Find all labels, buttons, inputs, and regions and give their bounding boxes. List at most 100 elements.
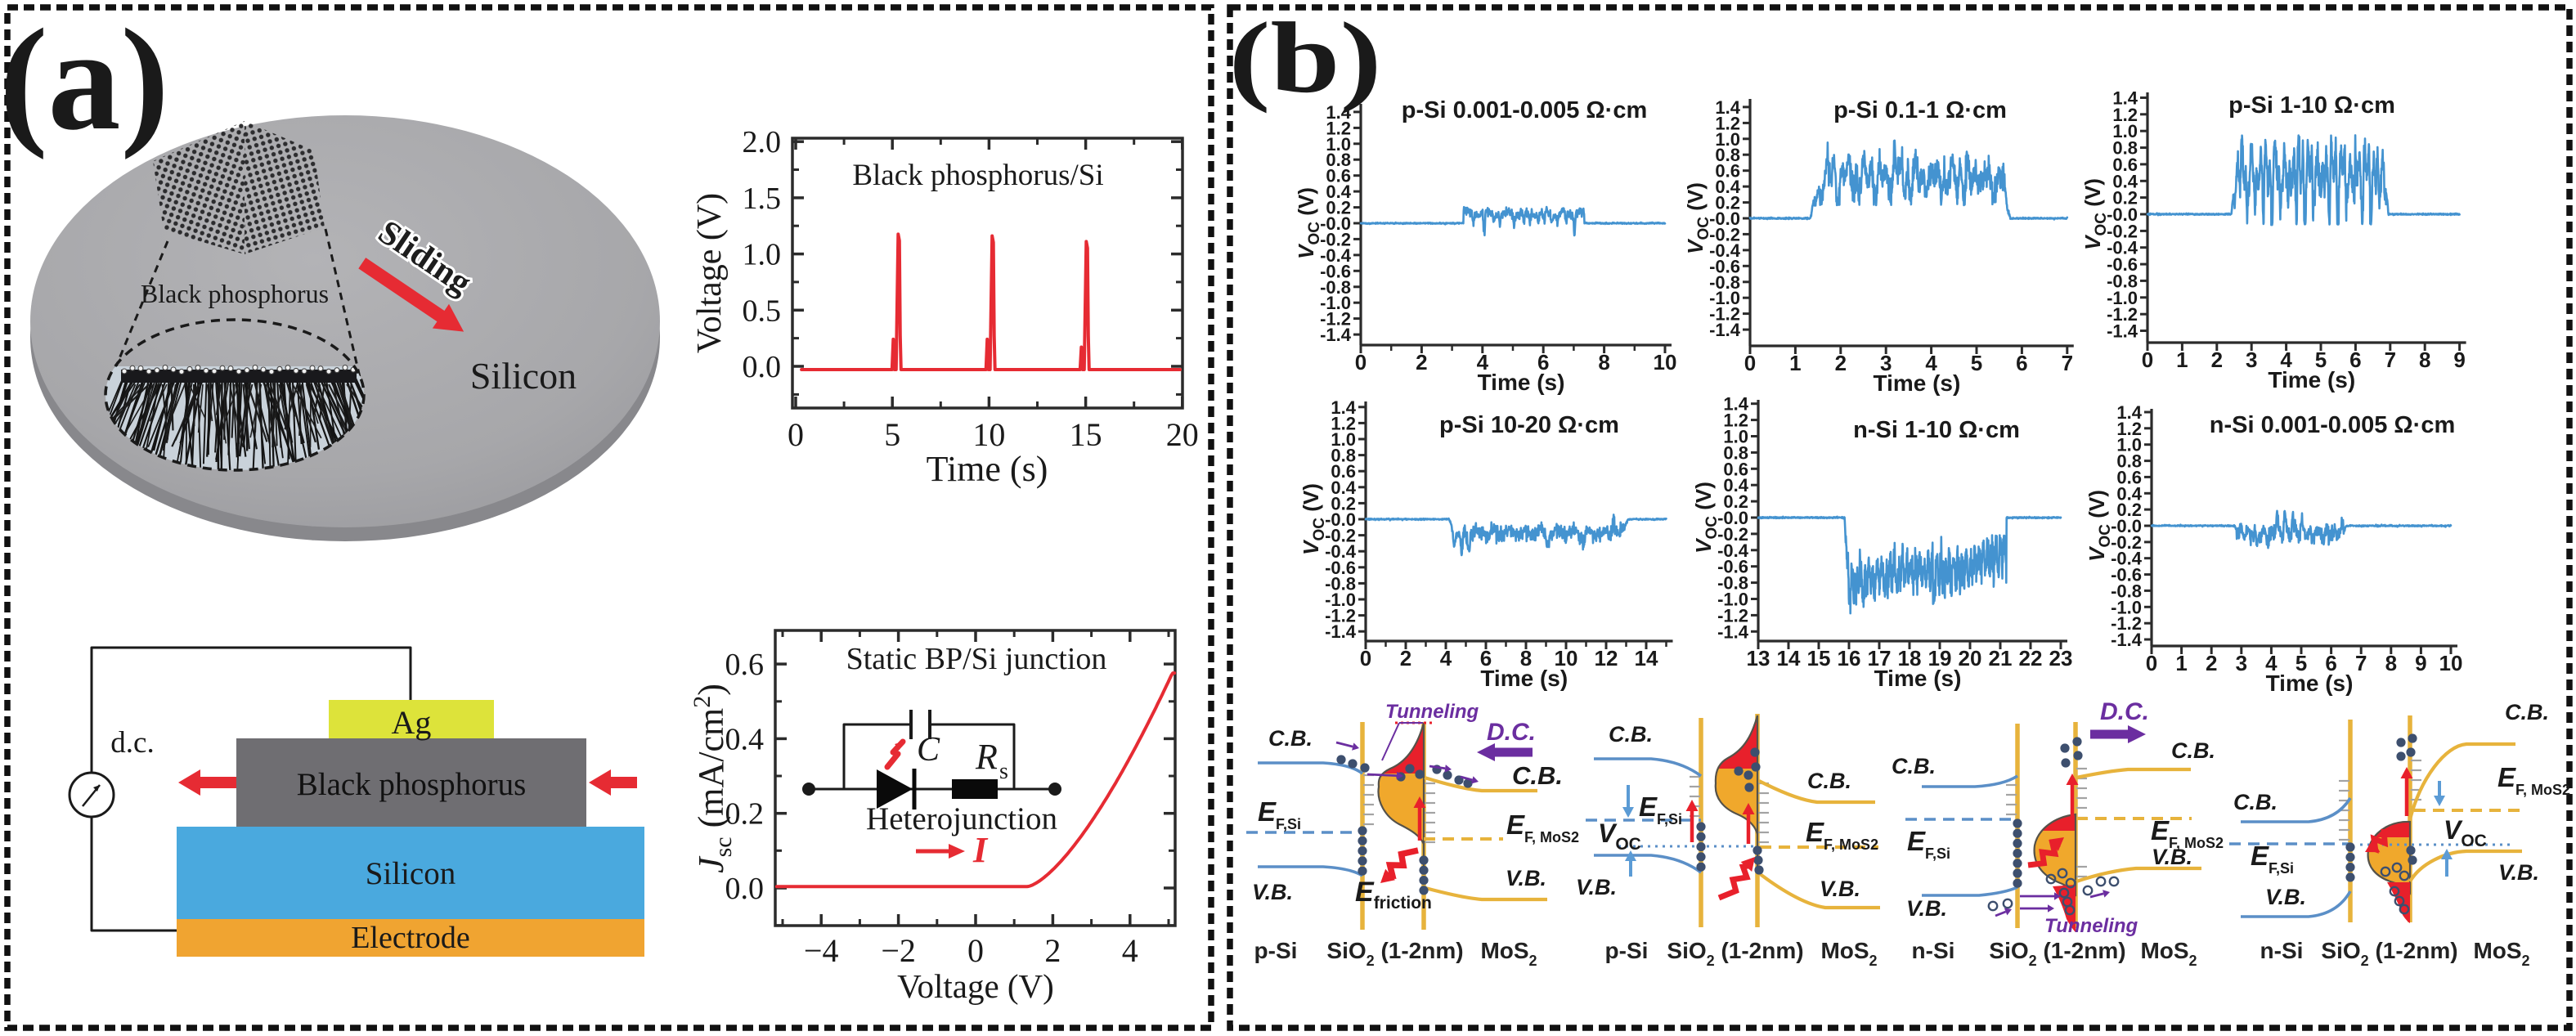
svg-text:d.c.: d.c. <box>110 726 154 760</box>
svg-text:1.5: 1.5 <box>743 182 782 216</box>
svg-text:0.0: 0.0 <box>743 350 782 384</box>
svg-text:0.8: 0.8 <box>1723 442 1748 463</box>
svg-text:0.6: 0.6 <box>725 648 765 682</box>
svg-text:0.8: 0.8 <box>1326 150 1351 170</box>
svg-text:-1.4: -1.4 <box>2111 630 2143 650</box>
svg-text:-1.2: -1.2 <box>2111 613 2142 634</box>
svg-text:0.2: 0.2 <box>2112 188 2138 209</box>
svg-text:14: 14 <box>1635 646 1658 670</box>
svg-text:5: 5 <box>1971 351 1982 375</box>
svg-text:0: 0 <box>1360 646 1371 670</box>
svg-text:Time (s): Time (s) <box>1480 666 1568 691</box>
svg-text:p-Si: p-Si <box>1254 938 1298 963</box>
svg-text:7: 7 <box>2062 351 2073 375</box>
svg-text:-0.6: -0.6 <box>1709 256 1740 276</box>
svg-text:6: 6 <box>2325 651 2336 675</box>
svg-text:6: 6 <box>1480 646 1492 670</box>
svg-text:Jsc (mA/cm2): Jsc (mA/cm2) <box>689 684 737 873</box>
svg-text:-1.4: -1.4 <box>1709 320 1741 340</box>
svg-text:C.B.: C.B. <box>1609 722 1653 747</box>
svg-text:C.B.: C.B. <box>2505 700 2549 724</box>
svg-text:p-Si 1-10 Ω·cm: p-Si 1-10 Ω·cm <box>2228 92 2395 119</box>
svg-text:1.0: 1.0 <box>1326 134 1351 155</box>
svg-text:0.2: 0.2 <box>1331 493 1356 514</box>
svg-text:1.0: 1.0 <box>2116 435 2142 455</box>
svg-text:V.B.: V.B. <box>2498 860 2539 885</box>
svg-text:0.4: 0.4 <box>1326 182 1351 202</box>
svg-text:6: 6 <box>2016 351 2027 375</box>
svg-text:-0.2: -0.2 <box>2107 221 2138 241</box>
svg-text:VOC (V): VOC (V) <box>1683 182 1712 254</box>
svg-text:1.4: 1.4 <box>1723 394 1748 415</box>
svg-text:-0.0: -0.0 <box>1709 209 1740 229</box>
svg-text:0.0: 0.0 <box>725 872 765 906</box>
svg-text:1.4: 1.4 <box>1331 397 1356 418</box>
svg-text:0.2: 0.2 <box>1715 193 1740 213</box>
svg-text:1.2: 1.2 <box>1326 118 1351 138</box>
svg-text:0.2: 0.2 <box>1723 491 1748 512</box>
svg-text:1.4: 1.4 <box>1715 97 1740 118</box>
svg-text:1.4: 1.4 <box>1326 102 1351 123</box>
svg-text:-0.0: -0.0 <box>2107 204 2138 225</box>
svg-text:(b): (b) <box>1229 2 1382 114</box>
svg-text:V.B.: V.B. <box>1252 880 1293 904</box>
svg-text:14: 14 <box>1777 646 1801 670</box>
svg-text:0.6: 0.6 <box>1715 161 1740 182</box>
svg-text:C.B.: C.B. <box>2233 790 2278 814</box>
svg-text:0.6: 0.6 <box>1723 459 1748 479</box>
svg-text:-0.2: -0.2 <box>1717 524 1748 545</box>
svg-text:0.2: 0.2 <box>1326 198 1351 218</box>
svg-text:0.6: 0.6 <box>1326 166 1351 186</box>
svg-text:22: 22 <box>2019 646 2043 670</box>
svg-text:-1.2: -1.2 <box>1320 309 1351 330</box>
svg-text:1.0: 1.0 <box>1331 429 1356 450</box>
svg-text:0.8: 0.8 <box>2112 138 2138 159</box>
svg-text:2: 2 <box>2206 651 2217 675</box>
svg-text:1.0: 1.0 <box>1723 427 1748 447</box>
svg-text:-0.8: -0.8 <box>2107 271 2138 291</box>
svg-text:n-Si: n-Si <box>1912 938 1955 963</box>
svg-text:10: 10 <box>1555 646 1578 670</box>
svg-text:-0.0: -0.0 <box>1325 509 1356 530</box>
svg-text:n-Si 1-10 Ω·cm: n-Si 1-10 Ω·cm <box>1853 417 2020 443</box>
svg-text:21: 21 <box>1989 646 2013 670</box>
svg-text:V.B.: V.B. <box>1906 896 1947 921</box>
svg-text:VOC (V): VOC (V) <box>2080 178 2110 250</box>
svg-text:4: 4 <box>2280 348 2292 372</box>
svg-text:13: 13 <box>1747 646 1770 670</box>
svg-text:10: 10 <box>1654 350 1677 374</box>
svg-text:-0.4: -0.4 <box>1717 540 1749 561</box>
svg-text:C.B.: C.B. <box>1268 726 1313 751</box>
svg-text:0.6: 0.6 <box>2116 467 2142 487</box>
svg-text:0: 0 <box>2146 651 2157 675</box>
svg-text:8: 8 <box>1520 646 1532 670</box>
svg-text:-0.4: -0.4 <box>2107 238 2138 258</box>
svg-text:C: C <box>917 731 940 769</box>
svg-text:-0.4: -0.4 <box>1320 245 1352 266</box>
svg-text:8: 8 <box>1598 350 1609 374</box>
svg-text:15: 15 <box>1807 646 1831 670</box>
svg-text:0.5: 0.5 <box>743 294 782 328</box>
svg-text:0: 0 <box>1744 351 1756 375</box>
svg-text:Time (s): Time (s) <box>2268 367 2355 392</box>
svg-text:V.B.: V.B. <box>1820 877 1860 901</box>
svg-text:-0.8: -0.8 <box>1709 272 1740 293</box>
svg-text:0.2: 0.2 <box>725 797 765 832</box>
svg-text:-0.0: -0.0 <box>1717 508 1748 528</box>
svg-text:0.2: 0.2 <box>2116 500 2142 520</box>
svg-text:-0.6: -0.6 <box>2111 565 2142 585</box>
svg-text:16: 16 <box>1838 646 1861 670</box>
svg-text:5: 5 <box>884 416 900 453</box>
svg-text:p-Si: p-Si <box>1605 938 1649 963</box>
svg-text:(a): (a) <box>0 0 169 160</box>
svg-text:1.0: 1.0 <box>1715 129 1740 150</box>
svg-text:Heterojunction: Heterojunction <box>866 801 1057 836</box>
svg-text:-0.4: -0.4 <box>1709 240 1741 261</box>
svg-text:C.B.: C.B. <box>2171 738 2215 763</box>
svg-text:VOC (V): VOC (V) <box>1294 187 1323 259</box>
svg-text:9: 9 <box>2453 348 2465 372</box>
svg-text:-1.2: -1.2 <box>1709 304 1740 325</box>
svg-text:-0.6: -0.6 <box>2107 254 2138 275</box>
svg-text:1.2: 1.2 <box>2112 105 2138 125</box>
svg-text:20: 20 <box>1166 416 1199 453</box>
